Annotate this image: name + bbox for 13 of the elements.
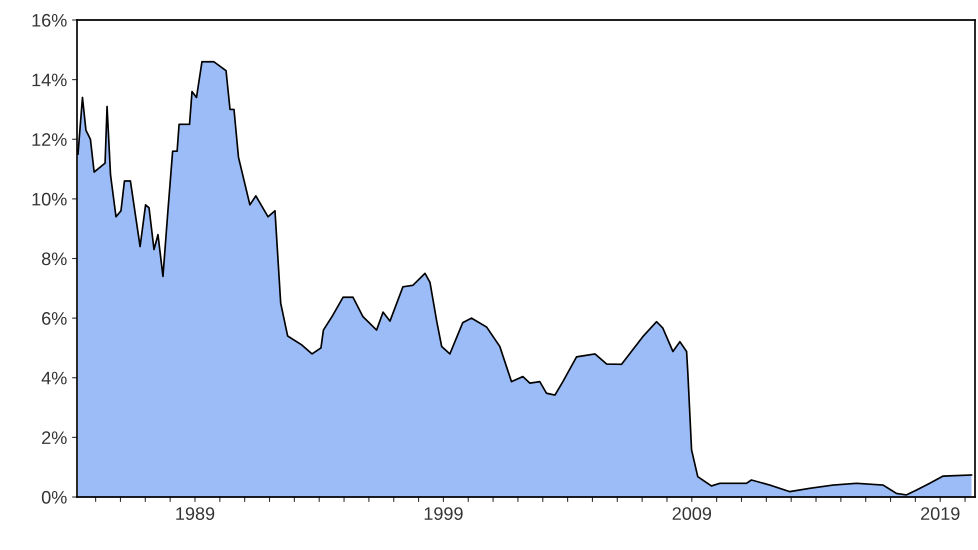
x-tick-label: 2009 [672,507,712,520]
y-tick-label: 2% [42,431,67,444]
y-tick-label: 6% [42,312,67,325]
y-tick-label: 10% [32,192,67,206]
y-tick-label: 0% [42,490,67,504]
x-tick-label: 2019 [921,507,960,520]
y-tick-label: 16% [32,14,67,27]
y-tick-label: 14% [32,74,67,86]
y-tick-label: 12% [32,133,67,146]
y-tick-label: 8% [42,252,67,266]
x-tick-label: 1989 [176,507,214,520]
x-tick-label: 1999 [424,507,463,520]
y-tick-label: 4% [42,372,67,384]
